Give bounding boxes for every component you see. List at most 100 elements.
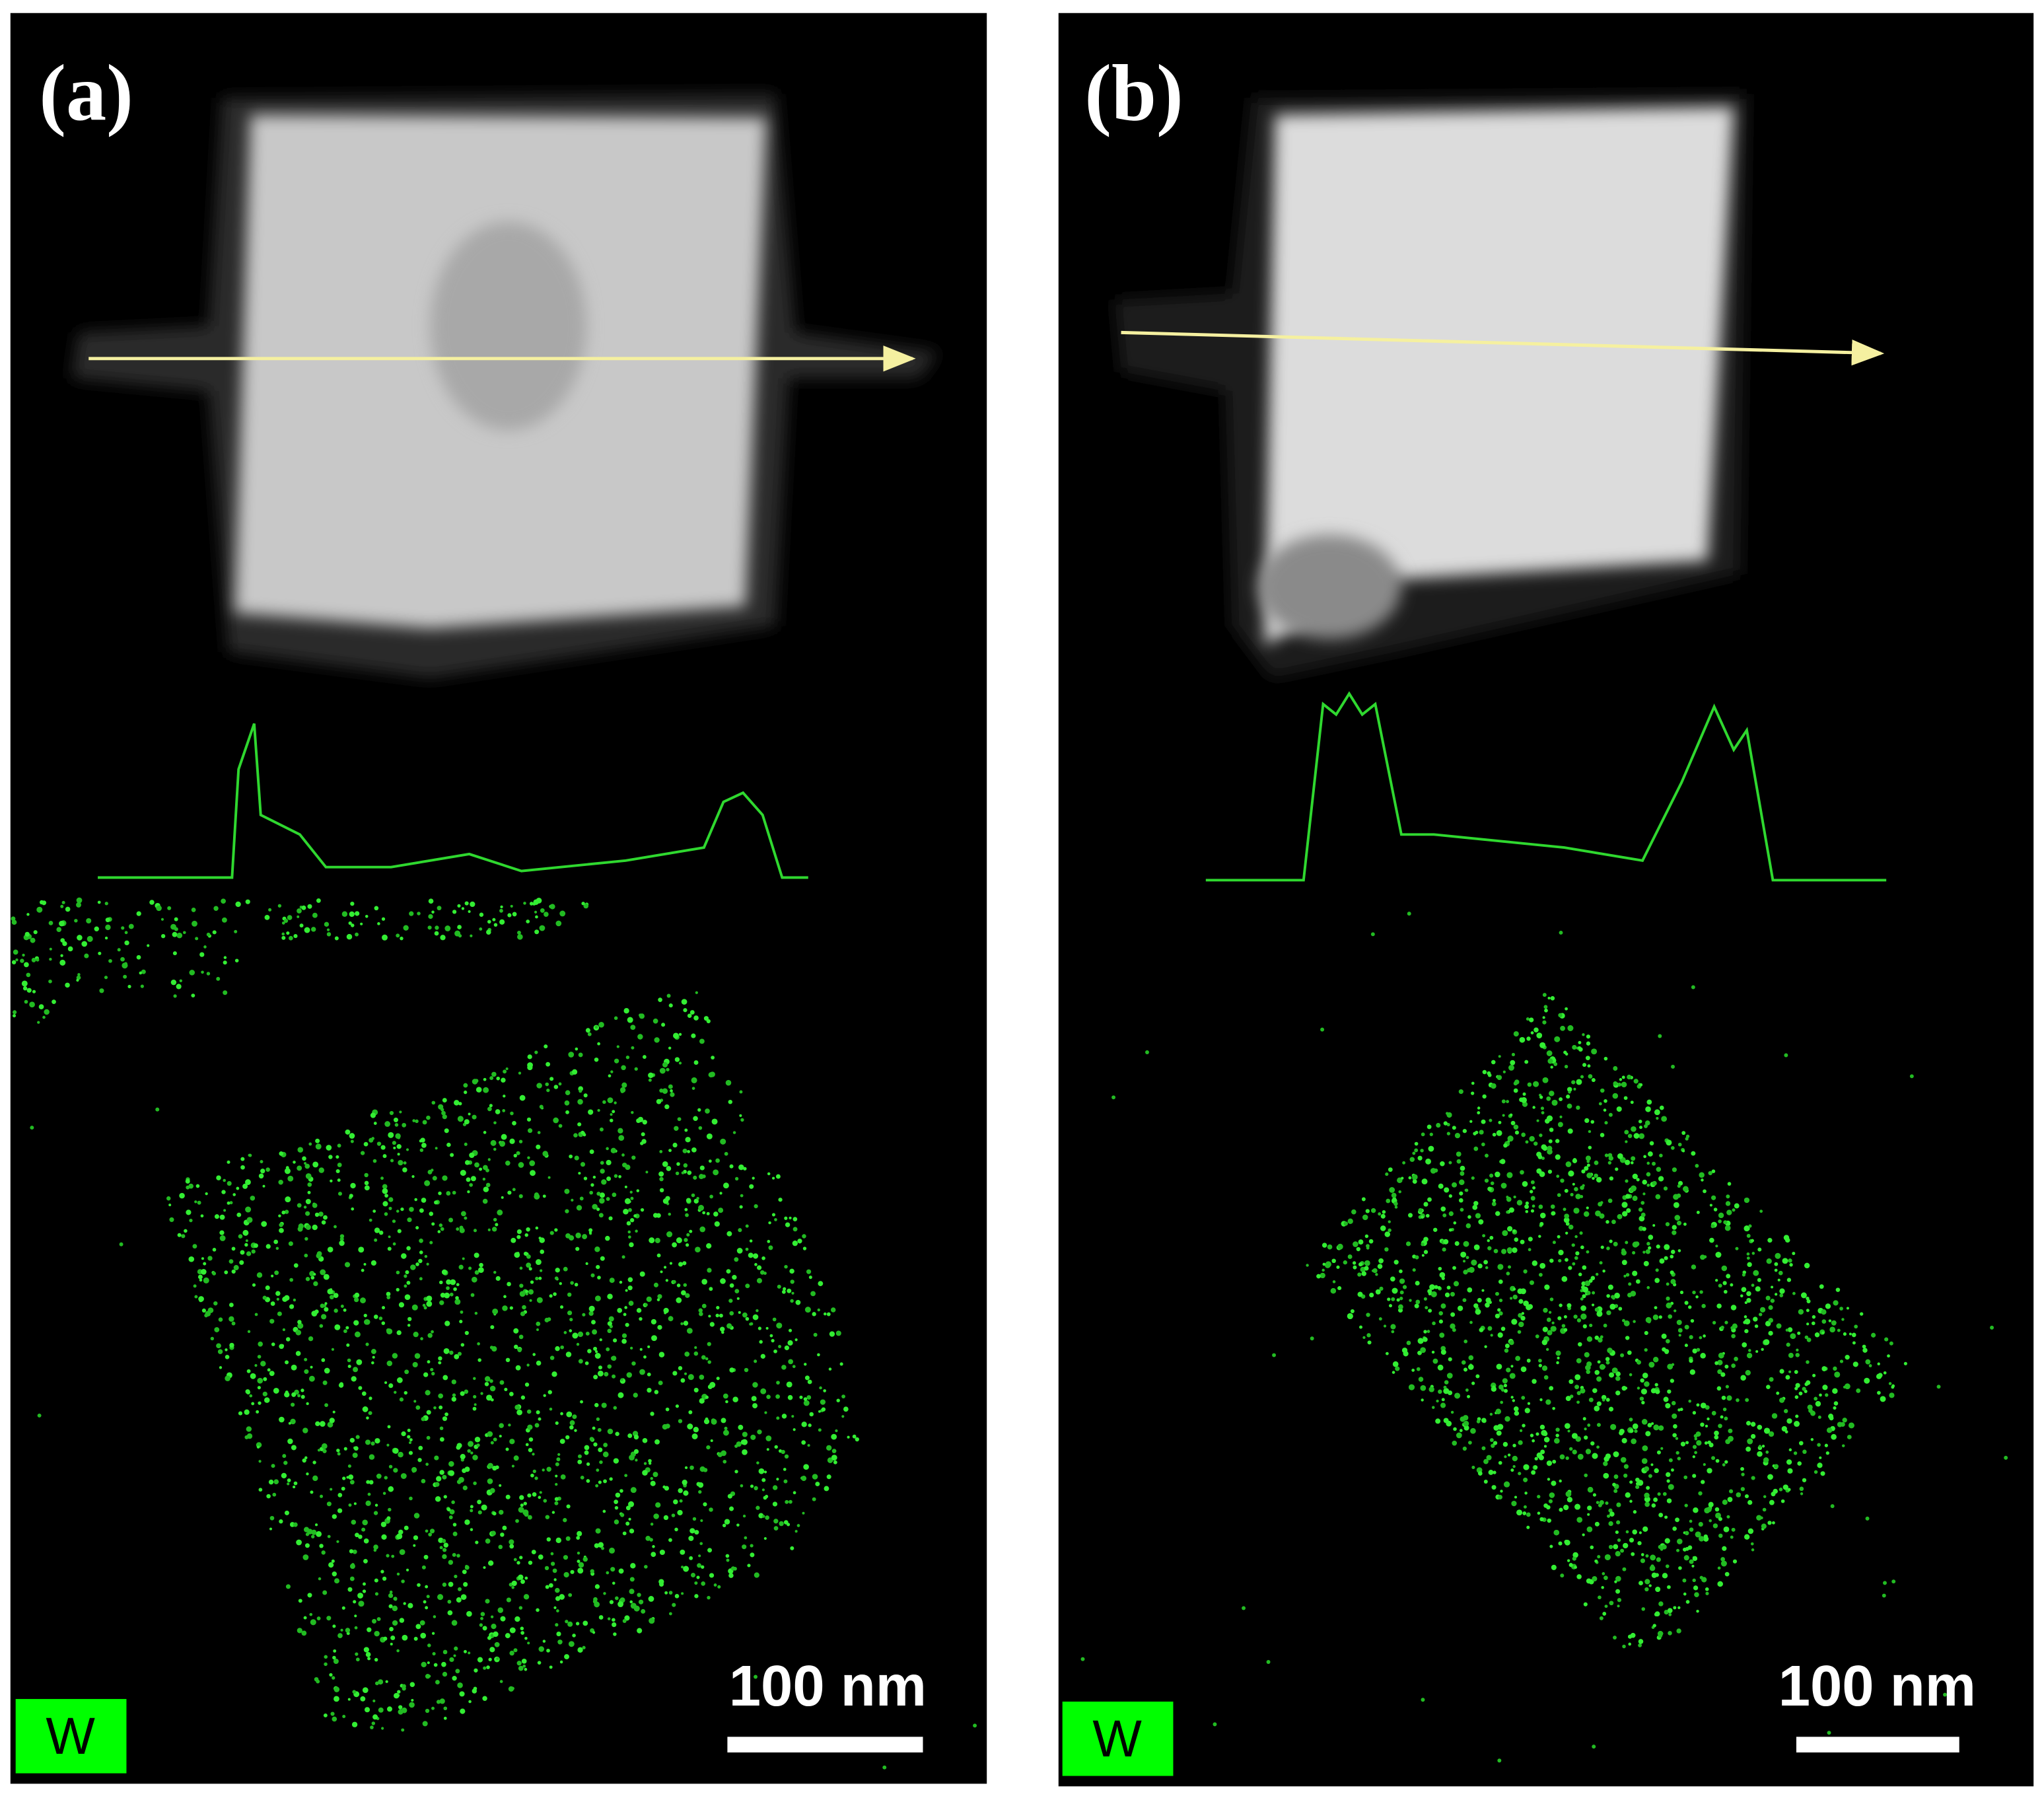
signal-dot — [380, 1521, 387, 1527]
signal-dot — [77, 935, 83, 941]
signal-dot — [99, 988, 104, 993]
signal-dot — [257, 1355, 262, 1359]
signal-dot — [617, 1308, 622, 1313]
signal-dot — [536, 1328, 539, 1332]
signal-dot — [677, 1117, 682, 1122]
signal-dot — [517, 1348, 522, 1353]
signal-dot — [49, 958, 52, 961]
signal-dot — [353, 1297, 359, 1303]
signal-dot — [65, 982, 70, 988]
signal-dot — [1761, 1523, 1767, 1529]
signal-dot — [442, 1175, 448, 1181]
signal-dot — [776, 1381, 780, 1385]
signal-dot — [687, 1013, 692, 1018]
signal-dot — [708, 1159, 712, 1163]
signal-dot — [534, 910, 538, 914]
signal-dot — [1689, 1527, 1694, 1532]
signal-dot — [354, 1614, 357, 1618]
signal-dot — [470, 1509, 474, 1513]
signal-dot — [462, 1485, 468, 1491]
signal-dot — [1634, 1241, 1640, 1246]
signal-dot — [630, 1563, 636, 1569]
signal-dot — [672, 1603, 676, 1607]
signal-dot — [1849, 1332, 1852, 1336]
signal-dot — [1759, 1307, 1766, 1313]
signal-dot — [221, 917, 227, 923]
signal-dot — [454, 1299, 461, 1305]
signal-dot — [643, 1462, 647, 1465]
signal-dot — [802, 1234, 806, 1239]
signal-dot — [1080, 1657, 1085, 1661]
signal-dot — [726, 1323, 732, 1329]
signal-dot — [1568, 1447, 1573, 1451]
signal-dot — [1698, 1491, 1703, 1496]
signal-dot — [784, 1345, 790, 1351]
signal-dot — [1675, 1517, 1680, 1523]
signal-dot — [612, 1338, 617, 1343]
signal-dot — [1489, 1301, 1492, 1304]
signal-dot — [264, 914, 270, 920]
signal-dot — [382, 1306, 386, 1310]
signal-dot — [1550, 1065, 1553, 1069]
signal-dot — [560, 1412, 563, 1416]
signal-dot — [1582, 1417, 1586, 1421]
signal-dot — [1382, 1210, 1386, 1214]
signal-dot — [329, 1418, 335, 1424]
signal-dot — [1889, 1341, 1893, 1346]
signal-dot — [124, 940, 129, 946]
signal-dot — [421, 1143, 427, 1148]
signal-dot — [30, 937, 36, 943]
signal-dot — [495, 1276, 501, 1281]
signal-dot — [499, 1435, 502, 1438]
signal-dot — [729, 1367, 734, 1373]
signal-dot — [277, 904, 282, 908]
signal-dot — [1662, 1574, 1666, 1578]
signal-dot — [1533, 1465, 1538, 1470]
signal-dot — [631, 1361, 636, 1366]
signal-dot — [244, 1243, 248, 1247]
signal-dot — [411, 1304, 418, 1311]
signal-dot — [578, 1359, 583, 1364]
signal-dot — [257, 1386, 262, 1390]
signal-dot — [1580, 1297, 1584, 1301]
signal-dot — [449, 1509, 455, 1515]
signal-dot — [1556, 1361, 1559, 1365]
signal-dot — [1524, 1505, 1527, 1509]
signal-dot — [607, 1321, 612, 1326]
signal-dot — [1553, 1529, 1560, 1536]
signal-dot — [1757, 1451, 1763, 1457]
signal-dot — [466, 1610, 472, 1617]
signal-dot — [560, 1474, 566, 1480]
signal-dot — [1394, 1206, 1398, 1209]
signal-dot — [1602, 1270, 1605, 1273]
signal-dot — [1696, 1348, 1701, 1352]
signal-dot — [1501, 1099, 1506, 1104]
signal-dot — [388, 1383, 394, 1388]
signal-dot — [1590, 1441, 1595, 1446]
signal-dot — [1530, 1180, 1535, 1184]
signal-dot — [26, 988, 32, 993]
signal-dot — [659, 1150, 663, 1153]
signal-dot — [564, 1188, 570, 1194]
signal-dot — [629, 1218, 635, 1223]
signal-dot — [1746, 1234, 1751, 1238]
signal-dot — [1482, 1234, 1486, 1238]
signal-dot — [361, 1527, 366, 1532]
signal-dot — [744, 1367, 749, 1373]
signal-dot — [396, 1330, 402, 1336]
signal-dot — [1443, 1385, 1447, 1389]
signal-dot — [432, 1651, 436, 1656]
signal-dot — [615, 1492, 621, 1498]
signal-dot — [674, 1057, 680, 1062]
signal-dot — [412, 1119, 416, 1122]
signal-dot — [1651, 1572, 1657, 1578]
signal-dot — [200, 1214, 204, 1218]
signal-dot — [1547, 1330, 1553, 1336]
signal-dot — [1680, 1441, 1685, 1447]
signal-dot — [1385, 1172, 1389, 1176]
signal-dot — [470, 1176, 476, 1182]
signal-dot — [495, 1109, 501, 1114]
signal-dot — [1613, 1636, 1617, 1640]
signal-dot — [577, 1551, 581, 1555]
signal-dot — [509, 1544, 514, 1549]
